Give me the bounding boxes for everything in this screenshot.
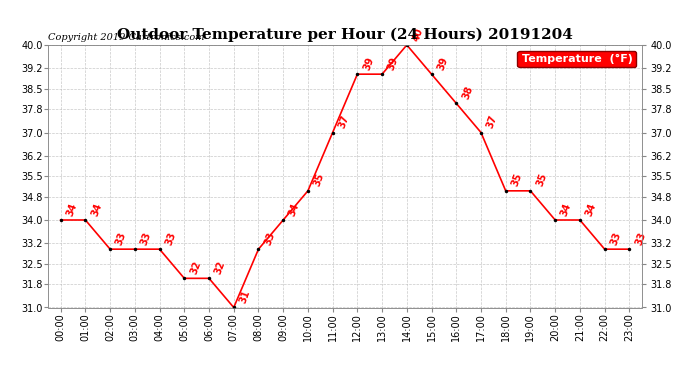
Title: Outdoor Temperature per Hour (24 Hours) 20191204: Outdoor Temperature per Hour (24 Hours) … (117, 28, 573, 42)
Text: 40: 40 (411, 26, 425, 42)
Text: 31: 31 (238, 289, 252, 305)
Text: 34: 34 (584, 201, 598, 217)
Text: 33: 33 (633, 230, 647, 246)
Text: 39: 39 (386, 55, 400, 71)
Text: 32: 32 (188, 260, 202, 276)
Text: 35: 35 (312, 172, 326, 188)
Text: 32: 32 (213, 260, 227, 276)
Text: 34: 34 (90, 201, 104, 217)
Legend: Temperature  (°F): Temperature (°F) (518, 51, 636, 67)
Text: 34: 34 (560, 201, 573, 217)
Text: 38: 38 (460, 84, 475, 100)
Text: 34: 34 (287, 201, 302, 217)
Text: 35: 35 (535, 172, 549, 188)
Text: 33: 33 (115, 230, 128, 246)
Text: 33: 33 (263, 230, 277, 246)
Text: 37: 37 (337, 114, 351, 130)
Text: 39: 39 (362, 55, 375, 71)
Text: 39: 39 (435, 55, 450, 71)
Text: 34: 34 (65, 201, 79, 217)
Text: 33: 33 (609, 230, 623, 246)
Text: Copyright 2019 Cartronics.com: Copyright 2019 Cartronics.com (48, 33, 205, 42)
Text: 37: 37 (485, 114, 499, 130)
Text: 35: 35 (510, 172, 524, 188)
Text: 33: 33 (164, 230, 178, 246)
Text: 33: 33 (139, 230, 153, 246)
